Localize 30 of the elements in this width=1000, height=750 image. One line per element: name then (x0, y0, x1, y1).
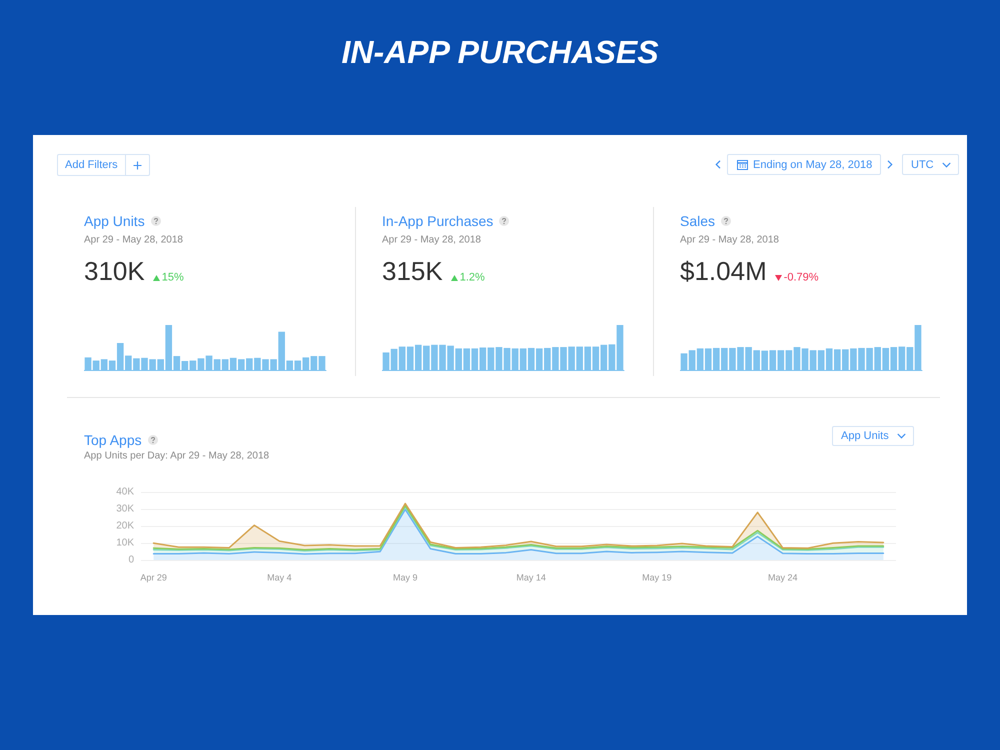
chart-title: Sales (680, 213, 716, 229)
y-tick-label: 20K (116, 520, 134, 532)
chart-title: Top Apps (84, 432, 142, 448)
y-tick-label: 0 (128, 554, 134, 566)
x-tick-label: May 14 (516, 572, 546, 582)
text: $1.04M (680, 256, 767, 286)
x-tick-label: May 24 (768, 572, 798, 582)
button: Add Filters (57, 154, 150, 176)
y-tick-label: 10K (116, 538, 134, 548)
text: -0.79% (784, 272, 819, 284)
dropdown: App Units (832, 426, 914, 446)
x-tick-label: May 19 (642, 572, 672, 582)
x-tick-label: Apr 29 (140, 572, 167, 582)
chart-title: In-App Purchases (382, 213, 494, 229)
x-tick-label: May 4 (267, 572, 292, 582)
y-tick-label: 40K (116, 486, 134, 498)
chart-title: App Units (84, 213, 145, 229)
chart-subtitle: App Units per Day: Apr 29 - May 28, 2018 (84, 450, 270, 462)
button: Ending on May 28, 2018 (727, 154, 882, 175)
x-tick-label: May 9 (392, 572, 418, 582)
text: 15% (162, 272, 184, 284)
text: 1.2% (460, 272, 486, 284)
y-tick-label: 30K (116, 504, 134, 514)
text: 310K (84, 256, 146, 286)
chart-subtitle: Apr 29 - May 28, 2018 (680, 234, 780, 246)
chart-subtitle: Apr 29 - May 28, 2018 (84, 234, 184, 246)
chart-subtitle: Apr 29 - May 28, 2018 (382, 234, 482, 246)
text: IN-APP PURCHASES (340, 34, 660, 71)
dropdown: UTC (902, 154, 959, 175)
text: 315K (382, 256, 444, 286)
